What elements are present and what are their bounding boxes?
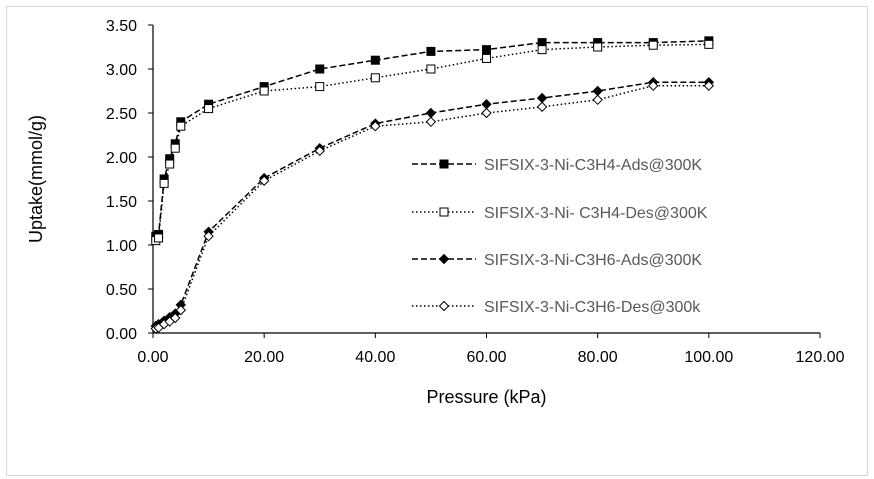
- data-point: [426, 46, 436, 56]
- legend-marker: [439, 207, 449, 217]
- data-point: [165, 159, 175, 169]
- data-point: [204, 104, 214, 114]
- data-point: [482, 53, 491, 63]
- data-point: [370, 120, 381, 132]
- legend-label: SIFSIX-3-Ni- C3H4-Des@300K: [484, 205, 708, 222]
- data-point: [170, 312, 181, 324]
- plot-area: [150, 36, 715, 334]
- data-point: [592, 85, 603, 97]
- y-tick-label: 3.00: [106, 62, 137, 79]
- legend-item-3: SIFSIX-3-Ni-C3H6-Ads@300K: [412, 252, 702, 269]
- series-line: [155, 43, 709, 242]
- data-point: [159, 178, 169, 188]
- tick-labels: 0.00 20.00 40.00 60.00 80.00 100.00 120.00 0.00…: [106, 18, 845, 366]
- y-tick-label: 0.50: [106, 282, 137, 299]
- legend: SIFSIX-3-Ni-C3H4-Ads@300K SIFSIX-3-Ni- C3…: [412, 157, 708, 316]
- data-point: [258, 175, 270, 186]
- data-point: [203, 230, 214, 242]
- x-tick-label: 120.00: [796, 349, 845, 366]
- y-tick-label: 2.50: [106, 106, 137, 123]
- legend-marker: [439, 159, 449, 169]
- data-point: [536, 92, 548, 104]
- data-point: [648, 40, 658, 50]
- data-point: [704, 39, 714, 49]
- data-point: [425, 116, 437, 128]
- y-tick-label: 0.00: [106, 326, 137, 343]
- series-2: [151, 39, 714, 246]
- series-line: [155, 40, 709, 237]
- x-axis-title: Pressure (kPa): [426, 387, 546, 407]
- legend-label: SIFSIX-3-Ni-C3H6-Ads@300K: [484, 252, 702, 269]
- legend-label: SIFSIX-3-Ni-C3H4-Ads@300K: [484, 157, 702, 174]
- x-tick-label: 80.00: [578, 349, 618, 366]
- x-tick-label: 100.00: [684, 349, 733, 366]
- data-point: [314, 145, 325, 157]
- axes: [148, 24, 821, 338]
- chart-frame: [6, 6, 868, 476]
- legend-marker: [438, 300, 450, 312]
- x-tick-label: 40.00: [355, 349, 395, 366]
- data-point: [481, 107, 492, 119]
- data-point: [482, 45, 491, 55]
- data-point: [176, 121, 186, 131]
- y-tick-label: 2.00: [106, 150, 137, 167]
- data-point: [481, 98, 492, 110]
- x-tick-label: 60.00: [466, 349, 506, 366]
- y-tick-label: 1.00: [106, 238, 137, 255]
- data-point: [426, 64, 436, 74]
- y-axis-title: Uptake(mmol/g): [26, 115, 46, 243]
- y-tick-label: 3.50: [106, 18, 137, 35]
- x-tick-label: 20.00: [244, 349, 284, 366]
- data-point: [154, 233, 164, 243]
- data-point: [315, 82, 325, 92]
- data-point: [170, 143, 180, 153]
- data-point: [259, 86, 269, 96]
- data-point: [370, 73, 380, 83]
- legend-item-1: SIFSIX-3-Ni-C3H4-Ads@300K: [412, 157, 702, 174]
- x-tick-label: 0.00: [137, 349, 168, 366]
- legend-item-4: SIFSIX-3-Ni-C3H6-Des@300k: [412, 299, 701, 316]
- y-tick-label: 1.50: [106, 194, 137, 211]
- data-point: [315, 64, 325, 74]
- legend-marker: [438, 253, 450, 265]
- data-point: [370, 55, 380, 65]
- data-point: [537, 45, 547, 55]
- data-point: [592, 94, 603, 106]
- data-point: [425, 107, 437, 119]
- data-point: [648, 80, 659, 91]
- data-point: [175, 304, 186, 316]
- legend-label: SIFSIX-3-Ni-C3H6-Des@300k: [484, 299, 701, 316]
- series-4: [150, 80, 715, 334]
- legend-item-2: SIFSIX-3-Ni- C3H4-Des@300K: [412, 205, 708, 222]
- data-point: [703, 80, 715, 91]
- data-point: [593, 42, 603, 52]
- data-point: [536, 101, 548, 113]
